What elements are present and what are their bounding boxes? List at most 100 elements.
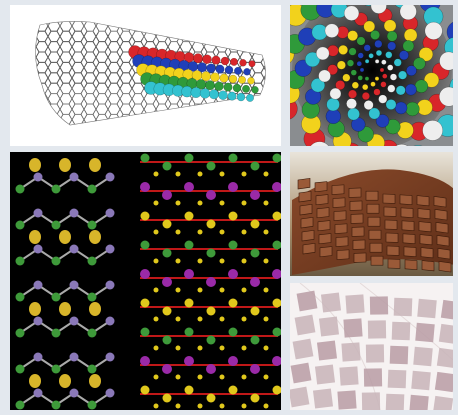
tile [367,320,387,339]
atom [197,229,203,235]
atom [336,60,346,70]
tile [391,321,411,341]
tile [413,346,433,367]
atom [219,316,225,322]
tile [349,200,363,211]
atom [272,356,281,366]
atom [263,345,269,351]
tile [331,184,345,195]
atom [69,280,79,290]
atom [199,88,211,99]
atom [348,47,357,56]
atom [263,200,269,206]
atom [140,240,150,250]
atom [69,388,79,398]
atom [241,200,247,206]
atom [206,335,216,345]
tile [403,246,417,257]
atom [243,68,251,76]
tile [400,207,414,218]
sheet-panel [290,152,453,276]
atom [87,292,97,302]
tile [387,369,407,389]
atom [403,28,418,42]
tile [415,322,435,343]
tile [334,223,348,234]
atom [140,298,150,308]
atom [347,107,360,121]
atom [219,258,225,264]
atom [69,352,79,362]
atom [241,287,247,293]
tile [333,210,347,221]
atom [250,190,260,200]
tile [317,220,331,232]
atom [197,200,203,206]
atom [241,229,247,235]
atom [290,98,298,120]
tile [318,233,332,245]
atom [15,328,25,338]
atom [250,219,260,229]
atom [422,120,443,141]
tile [438,323,453,345]
atom [33,172,43,182]
atom [184,356,194,366]
atom [385,51,393,59]
atom [51,256,61,266]
atom [227,91,237,101]
atom [184,182,194,192]
atom [162,306,172,316]
atom [315,46,330,61]
atom [238,75,246,84]
atom [251,86,259,94]
tile [433,196,447,208]
tile [350,213,364,224]
atom [329,87,342,100]
atom [202,54,212,64]
atom [286,375,291,380]
tile [385,232,399,243]
atom [423,72,440,88]
tile [383,206,397,217]
atom [162,364,172,374]
atom [246,93,254,102]
atom [286,346,291,351]
atom [242,84,250,93]
atom [59,302,71,316]
tile [315,194,329,206]
atom [359,67,365,73]
atom [190,87,202,98]
atom [33,352,43,362]
atom [356,61,362,67]
atom [184,298,194,308]
atom [263,258,269,264]
atom [382,73,388,79]
atom [87,364,97,374]
atom [228,269,238,279]
atom [364,5,373,7]
atom [210,72,220,82]
atom [15,400,25,410]
atom [153,316,159,322]
tile [332,197,346,208]
atom [228,327,238,337]
atom [343,5,360,21]
tile [402,233,416,244]
atom [272,153,281,163]
atom [228,211,238,221]
crystal-panel [10,152,291,410]
atom [228,385,238,395]
atom [51,364,61,374]
tile [369,296,389,315]
atom [153,287,159,293]
atom [272,211,281,221]
atom [15,184,25,194]
atom [286,317,291,322]
atom [184,240,194,250]
atom [364,59,370,64]
atom [228,182,238,192]
atom [89,230,101,244]
